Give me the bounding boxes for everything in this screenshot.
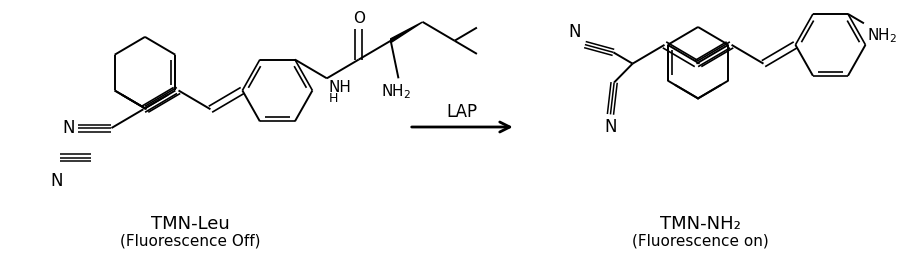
Text: TMN-Leu: TMN-Leu — [151, 215, 230, 233]
Text: N: N — [50, 171, 63, 189]
Text: TMN-NH₂: TMN-NH₂ — [660, 215, 741, 233]
Text: N: N — [63, 119, 76, 137]
Text: N: N — [569, 23, 581, 41]
Text: N: N — [604, 118, 617, 136]
Polygon shape — [391, 22, 423, 43]
Text: LAP: LAP — [446, 103, 478, 121]
Text: NH: NH — [328, 80, 352, 95]
Text: O: O — [353, 10, 364, 25]
Text: (Fluorescence Off): (Fluorescence Off) — [121, 233, 261, 248]
Text: (Fluorescence on): (Fluorescence on) — [632, 233, 769, 248]
Text: H: H — [328, 92, 338, 105]
Text: NH$_2$: NH$_2$ — [867, 26, 897, 45]
Text: NH$_2$: NH$_2$ — [382, 82, 411, 101]
